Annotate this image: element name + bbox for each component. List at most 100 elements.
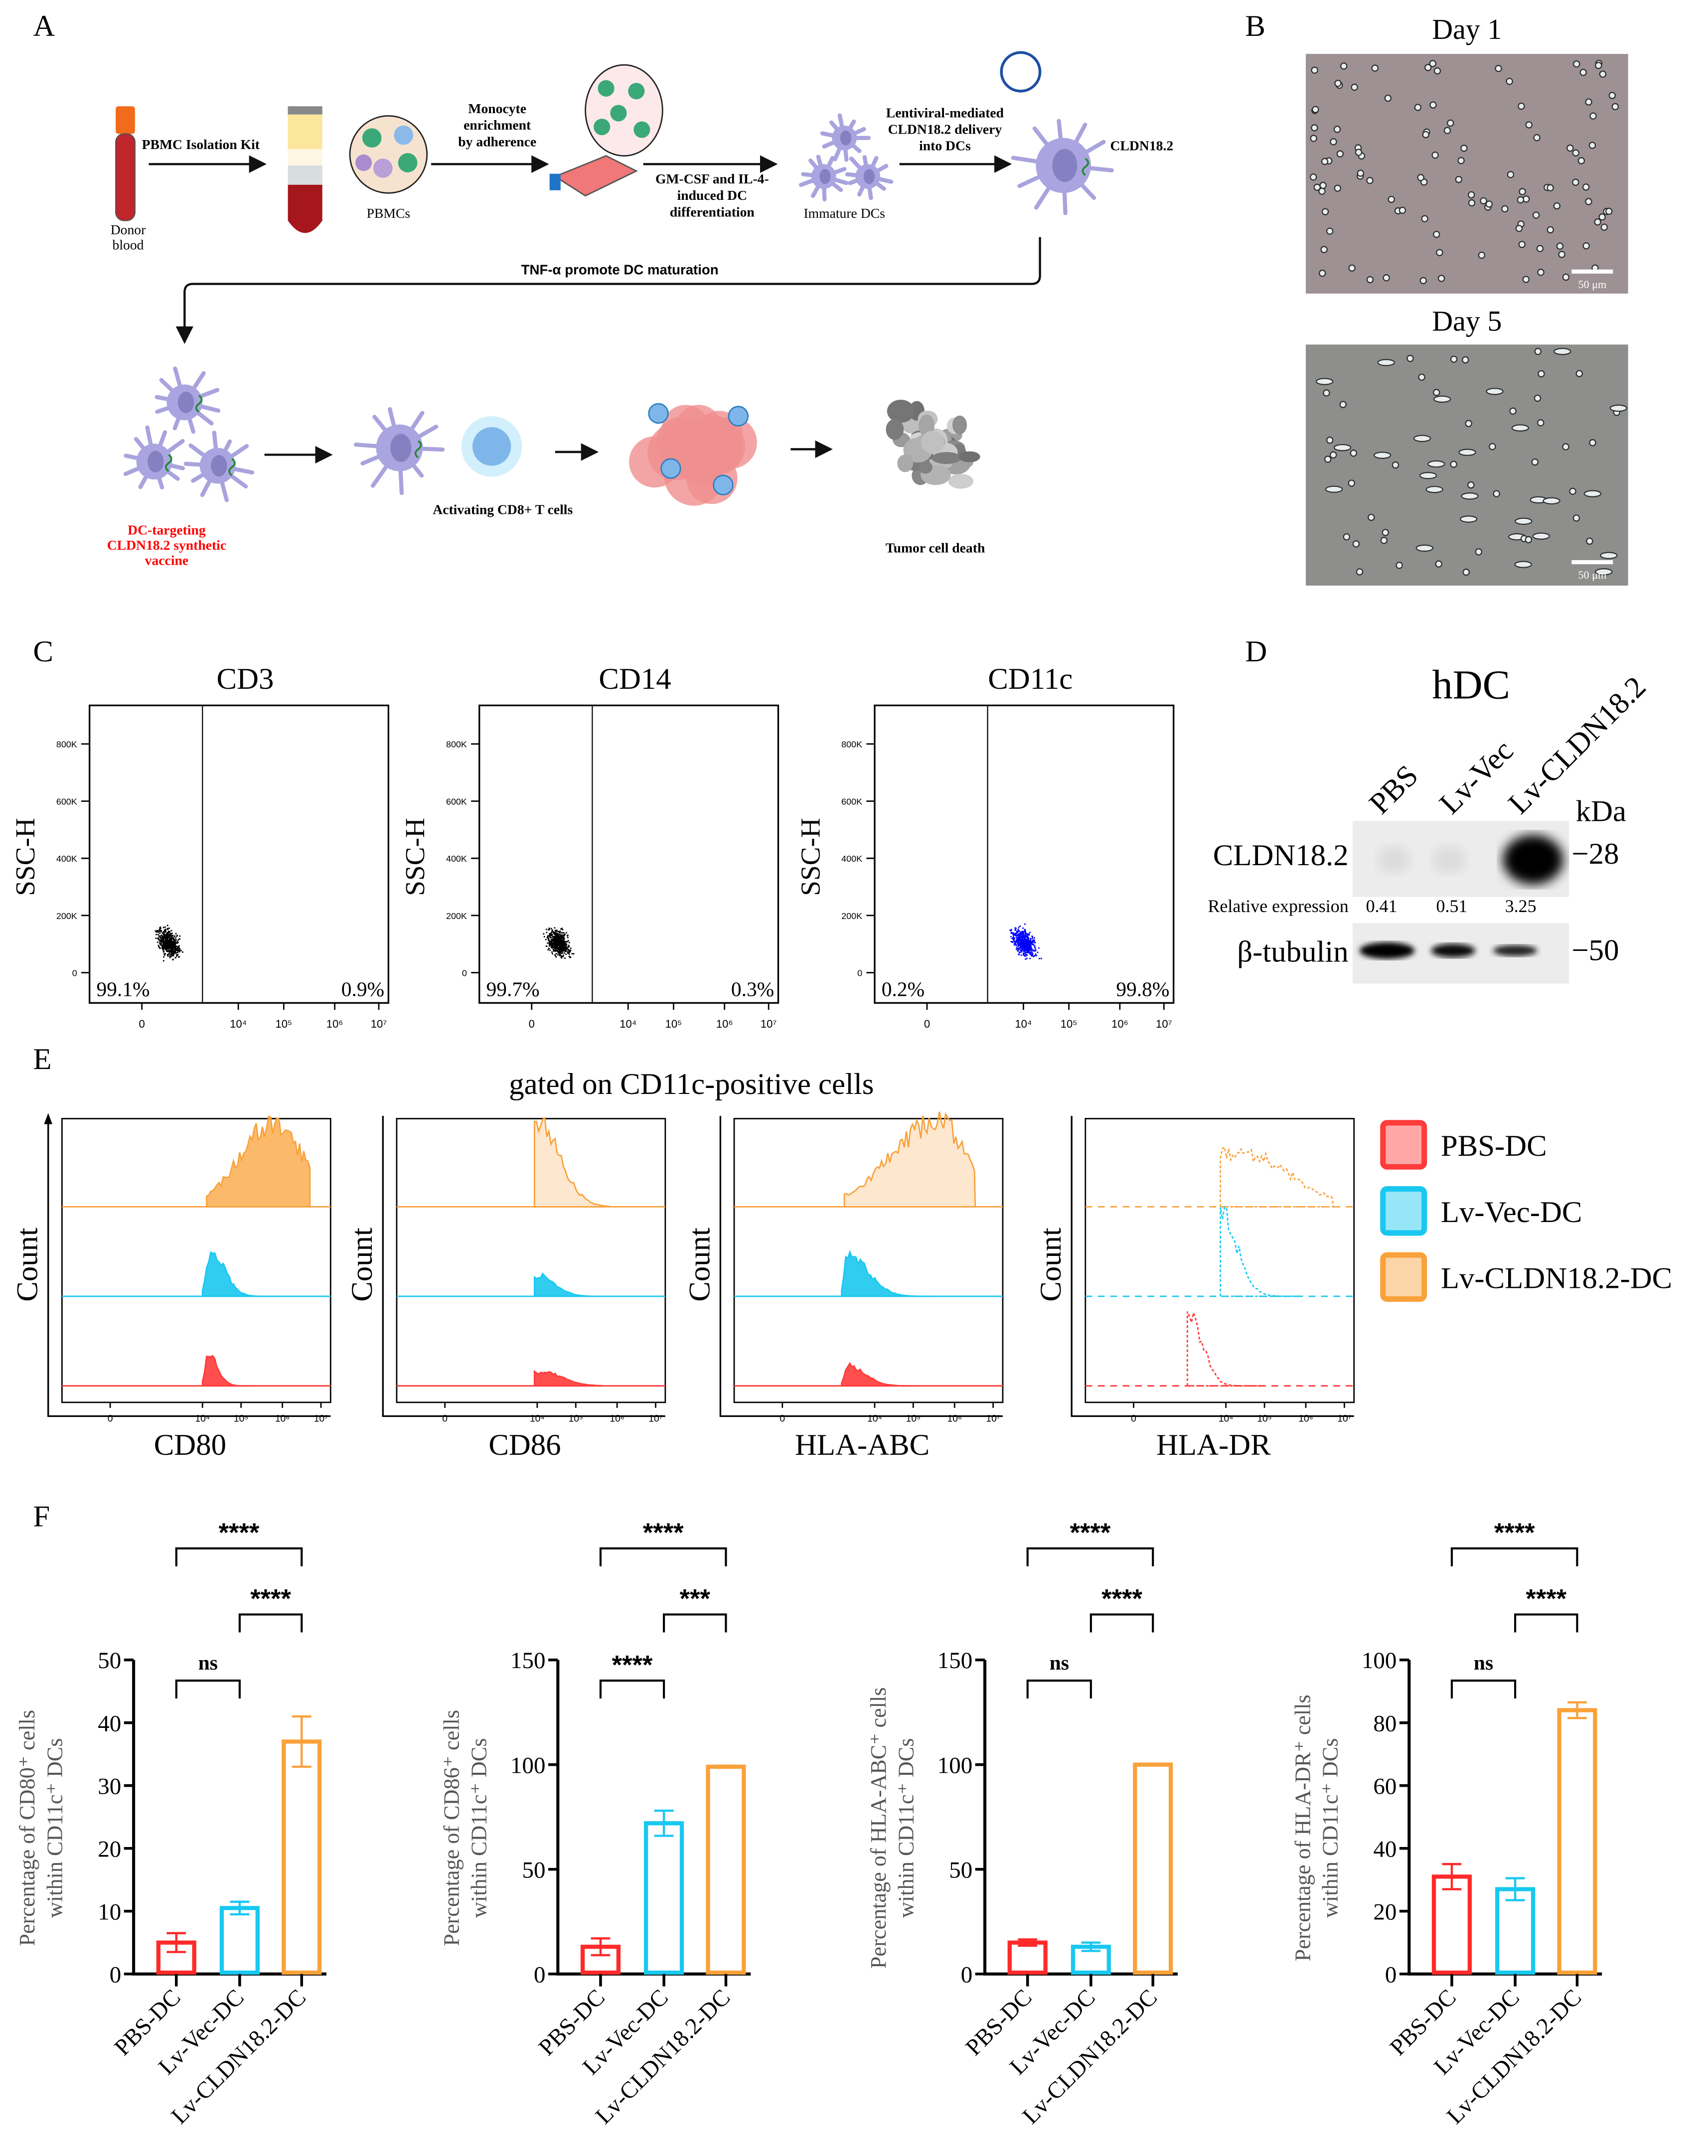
event-dot [157, 931, 159, 933]
flow-plot-cd3: CD3 SSC-H 0 200K 400K 600K 800K 0 10⁴ 10⁵ 10⁶ 10⁷ 99… [10, 662, 390, 1030]
event-dot [164, 947, 166, 949]
event-dot [174, 951, 176, 953]
event-dot [182, 951, 183, 953]
event-dot [556, 948, 558, 950]
cell [1582, 242, 1590, 250]
event-dot [558, 933, 560, 935]
event-dot [165, 946, 167, 948]
event-dot [176, 934, 178, 936]
histogram-cd86: Count CD86 0 10⁴ 10⁵ 10⁶ 10⁷ [345, 1116, 666, 1462]
x-tick-label: 0 [1131, 1413, 1136, 1424]
event-dot [167, 932, 169, 934]
cell-nucleus [177, 391, 194, 413]
cell [1460, 145, 1468, 152]
cell [1421, 215, 1428, 223]
legend-label: PBS-DC [1441, 1129, 1547, 1163]
event-dot [549, 940, 550, 942]
cell [1436, 249, 1443, 256]
event-dot [566, 946, 568, 948]
event-dot [1029, 948, 1031, 950]
scale-bar-label: 50 μm [1578, 569, 1607, 581]
event-dot [163, 941, 165, 943]
event-dot [1038, 947, 1040, 949]
event-dot [1026, 942, 1028, 944]
event-dot [552, 936, 554, 938]
event-dot [554, 935, 556, 937]
event-dot [563, 937, 565, 939]
event-dot [1037, 951, 1039, 953]
loading-kda: −50 [1571, 934, 1619, 967]
event-dot [161, 935, 163, 937]
event-dot [555, 946, 557, 947]
cell-dendrite [183, 431, 254, 502]
event-dot [169, 940, 171, 941]
event-dot [162, 936, 164, 938]
cell [1419, 277, 1427, 285]
cell [1425, 485, 1443, 493]
event-dot [1013, 940, 1015, 942]
x-tick-label: 10⁴ [620, 1018, 636, 1030]
cell [1489, 443, 1496, 451]
histogram-curve [1220, 1206, 1300, 1297]
event-dot [558, 942, 560, 944]
event-dot [159, 932, 161, 934]
cell [1514, 561, 1532, 568]
event-dot [558, 930, 560, 932]
event-dot [1022, 938, 1023, 940]
cell [1382, 529, 1389, 536]
y-tick-label: 20 [1373, 1899, 1397, 1925]
rel-value-lv-cldn18-2: 3.25 [1505, 896, 1537, 916]
day5-title: Day 5 [1432, 305, 1502, 337]
event-dot [559, 951, 561, 953]
event-dot [171, 937, 173, 939]
event-dot [1027, 940, 1029, 942]
cell [1468, 191, 1475, 199]
event-dot [1029, 945, 1031, 947]
event-dot [1029, 944, 1031, 946]
event-dot [558, 936, 560, 938]
cell [1525, 536, 1533, 544]
event-dot [548, 945, 550, 947]
blot-title: hDC [1432, 662, 1510, 708]
event-dot [163, 943, 165, 945]
error-bar [1081, 1941, 1101, 1952]
event-dot [557, 947, 559, 949]
debris [948, 473, 974, 489]
event-dot [556, 940, 558, 942]
cell [1598, 213, 1606, 221]
cell [1585, 98, 1592, 106]
event-dot [1019, 937, 1021, 939]
event-dot [165, 939, 167, 941]
event-dot [552, 946, 554, 948]
event-dot [1033, 955, 1035, 957]
event-dot [570, 947, 572, 949]
event-dot [173, 939, 175, 941]
event-dot [157, 937, 159, 939]
dendritic-cell-icon [1011, 119, 1114, 215]
event-dot [562, 948, 564, 950]
event-dot [168, 947, 170, 949]
event-dot [1019, 931, 1021, 933]
cell [1433, 67, 1441, 75]
event-dot [553, 936, 555, 938]
event-dot [561, 947, 563, 949]
event-dot [1025, 942, 1027, 944]
event-dot [559, 938, 561, 940]
event-dot [560, 928, 562, 930]
cell [1475, 548, 1483, 556]
plot-frame [61, 1118, 331, 1403]
histogram-curve [841, 1249, 941, 1297]
event-dot [179, 938, 181, 940]
event-dot [1030, 945, 1032, 947]
label-lenti-2: CLDN18.2 delivery [888, 121, 1002, 137]
event-dot [1021, 941, 1023, 943]
debris [919, 461, 933, 474]
event-dot [179, 935, 181, 937]
event-dot [1021, 939, 1023, 941]
event-dot [1029, 941, 1031, 943]
event-dot [557, 938, 559, 940]
cell [1417, 174, 1424, 181]
significance-label: **** [1101, 1584, 1142, 1614]
event-dot [1024, 950, 1026, 952]
event-dot [554, 944, 556, 946]
